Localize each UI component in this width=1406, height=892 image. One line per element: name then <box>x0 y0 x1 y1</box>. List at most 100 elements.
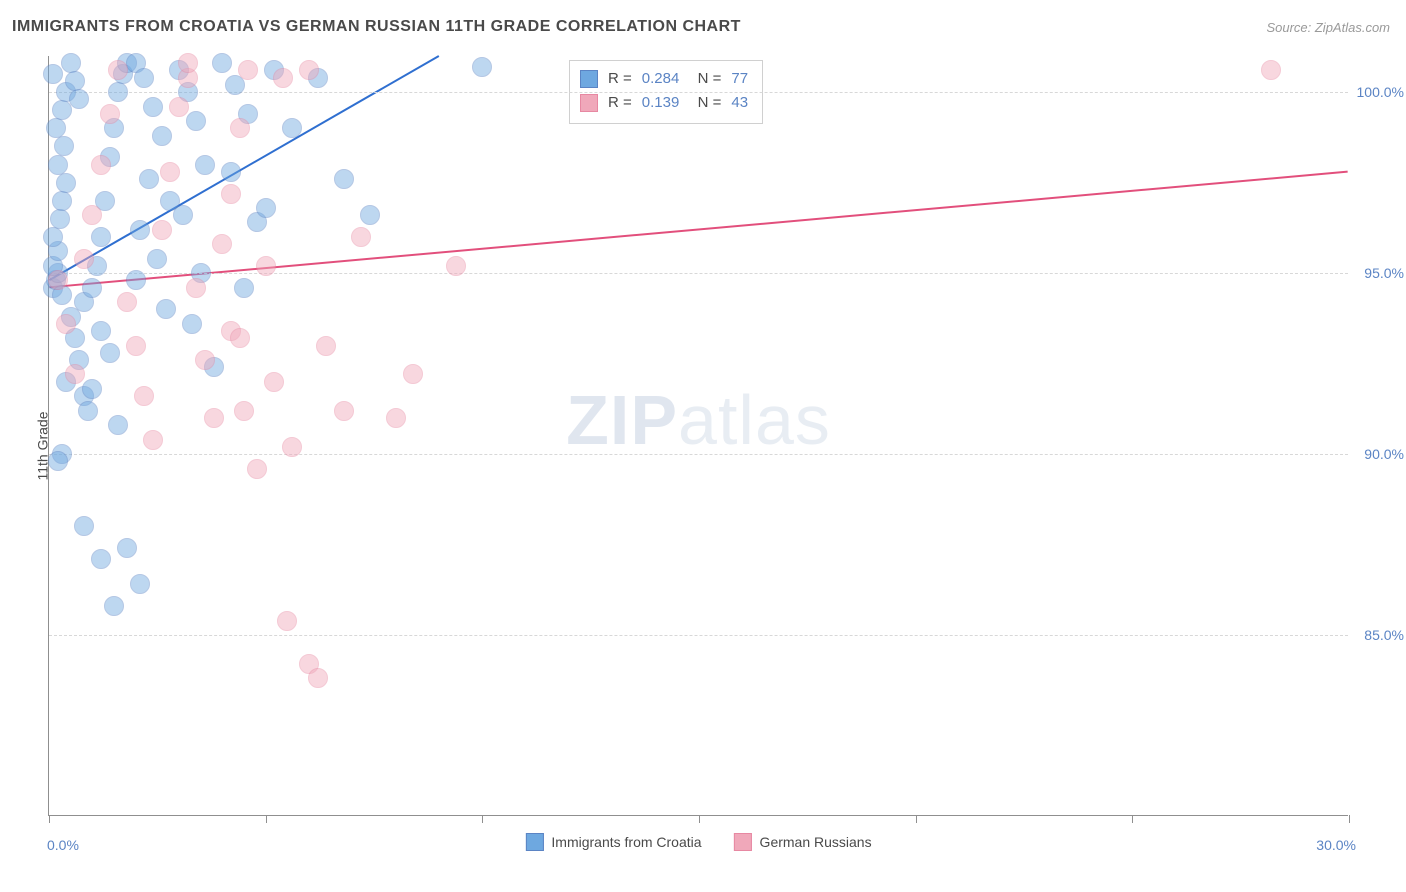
x-max-label: 30.0% <box>1316 837 1356 853</box>
data-point <box>316 336 336 356</box>
data-point <box>273 68 293 88</box>
x-tick <box>1349 815 1350 823</box>
data-point <box>156 299 176 319</box>
data-point <box>48 451 68 471</box>
data-point <box>91 321 111 341</box>
data-point <box>230 328 250 348</box>
data-point <box>46 118 66 138</box>
stats-r-label: R = <box>608 67 632 91</box>
data-point <box>52 100 72 120</box>
data-point <box>308 668 328 688</box>
stats-r-value: 0.284 <box>642 67 680 91</box>
data-point <box>1261 60 1281 80</box>
data-point <box>130 220 150 240</box>
data-point <box>126 336 146 356</box>
data-point <box>134 68 154 88</box>
data-point <box>234 278 254 298</box>
stats-n-value: 43 <box>731 91 748 115</box>
data-point <box>403 364 423 384</box>
data-point <box>74 516 94 536</box>
x-tick <box>482 815 483 823</box>
y-tick-label: 90.0% <box>1352 446 1404 462</box>
stats-row: R = 0.139 N = 43 <box>580 91 748 115</box>
data-point <box>54 136 74 156</box>
grid-line <box>49 273 1348 274</box>
data-point <box>186 278 206 298</box>
data-point <box>43 227 63 247</box>
data-point <box>334 401 354 421</box>
legend-swatch <box>580 94 598 112</box>
y-tick-label: 100.0% <box>1352 84 1404 100</box>
data-point <box>212 234 232 254</box>
data-point <box>143 97 163 117</box>
data-point <box>50 209 70 229</box>
stats-row: R = 0.284 N = 77 <box>580 67 748 91</box>
data-point <box>264 372 284 392</box>
trend-line <box>49 172 1347 288</box>
data-point <box>117 538 137 558</box>
grid-line <box>49 454 1348 455</box>
stats-n-value: 77 <box>731 67 748 91</box>
data-point <box>91 227 111 247</box>
x-tick <box>916 815 917 823</box>
data-point <box>152 220 172 240</box>
data-point <box>247 459 267 479</box>
data-point <box>117 292 137 312</box>
data-point <box>182 314 202 334</box>
stats-r-label: R = <box>608 91 632 115</box>
data-point <box>69 89 89 109</box>
data-point <box>186 111 206 131</box>
x-tick <box>266 815 267 823</box>
y-tick-label: 85.0% <box>1352 627 1404 643</box>
data-point <box>134 386 154 406</box>
data-point <box>91 155 111 175</box>
watermark: ZIPatlas <box>566 380 831 460</box>
data-point <box>173 205 193 225</box>
legend-swatch <box>525 833 543 851</box>
x-min-label: 0.0% <box>47 837 79 853</box>
legend-label: Immigrants from Croatia <box>551 834 701 850</box>
data-point <box>282 437 302 457</box>
chart-title: IMMIGRANTS FROM CROATIA VS GERMAN RUSSIA… <box>12 18 741 36</box>
y-tick-label: 95.0% <box>1352 265 1404 281</box>
grid-line <box>49 92 1348 93</box>
data-point <box>104 596 124 616</box>
data-point <box>147 249 167 269</box>
data-point <box>108 60 128 80</box>
data-point <box>282 118 302 138</box>
data-point <box>139 169 159 189</box>
data-point <box>169 97 189 117</box>
data-point <box>221 162 241 182</box>
plot-area: ZIPatlas R = 0.284 N = 77R = 0.139 N = 4… <box>48 56 1348 816</box>
data-point <box>277 611 297 631</box>
data-point <box>204 408 224 428</box>
stats-r-value: 0.139 <box>642 91 680 115</box>
legend-label: German Russians <box>760 834 872 850</box>
stats-n-label: N = <box>689 67 721 91</box>
data-point <box>238 60 258 80</box>
data-point <box>52 191 72 211</box>
data-point <box>178 53 198 73</box>
data-point <box>446 256 466 276</box>
x-tick <box>49 815 50 823</box>
legend-swatch <box>580 70 598 88</box>
data-point <box>472 57 492 77</box>
data-point <box>299 60 319 80</box>
data-point <box>61 53 81 73</box>
legend-swatch <box>734 833 752 851</box>
data-point <box>152 126 172 146</box>
data-point <box>100 343 120 363</box>
data-point <box>100 104 120 124</box>
data-point <box>256 256 276 276</box>
data-point <box>108 415 128 435</box>
data-point <box>56 314 76 334</box>
data-point <box>360 205 380 225</box>
watermark-light: atlas <box>678 381 831 459</box>
data-point <box>195 155 215 175</box>
data-point <box>82 379 102 399</box>
data-point <box>78 401 98 421</box>
legend-bottom: Immigrants from Croatia German Russians <box>525 833 871 851</box>
data-point <box>256 198 276 218</box>
data-point <box>56 173 76 193</box>
data-point <box>74 249 94 269</box>
